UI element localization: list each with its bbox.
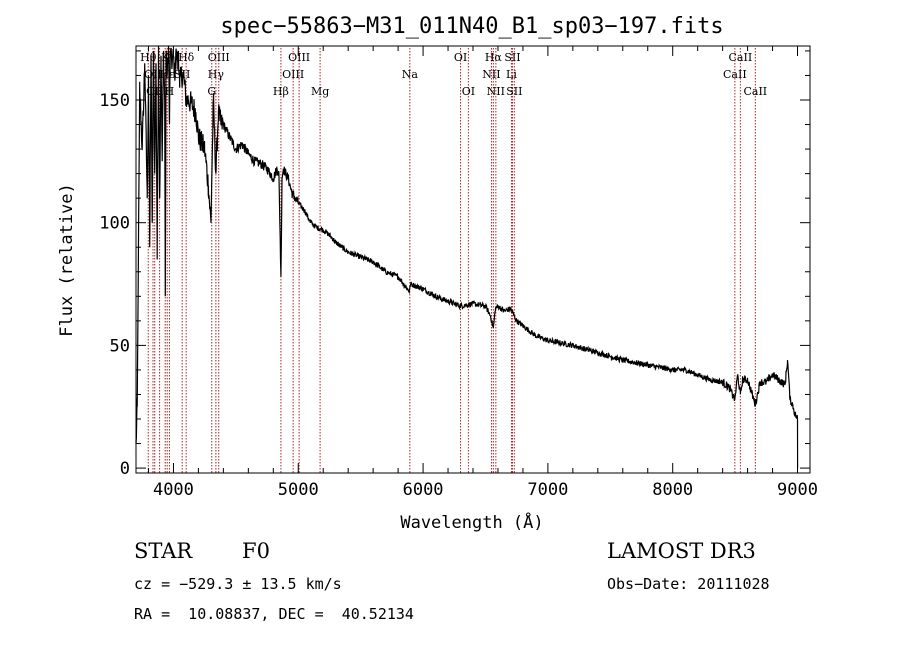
line-marker-label: G: [207, 85, 216, 98]
line-marker-label: Hβ: [273, 85, 289, 98]
y-tick-label: 0: [120, 459, 130, 479]
line-marker-label: OIII: [288, 51, 310, 64]
spectral-subclass: F0: [242, 539, 270, 563]
line-markers: [147, 48, 756, 473]
plot-frame: [135, 45, 811, 474]
line-marker-label: SII: [174, 68, 190, 81]
y-axis-label: Flux (relative): [57, 183, 77, 337]
y-tick-label: 150: [99, 91, 130, 111]
line-marker-label: OI: [462, 85, 475, 98]
chart-title: spec−55863−M31_011N40_B1_sp03−197.fits: [220, 14, 723, 39]
x-tick-label: 9000: [777, 480, 818, 500]
line-marker-label: CaII: [723, 68, 747, 81]
sky-coordinates: RA = 10.08837, DEC = 40.52134: [134, 605, 414, 623]
radial-velocity: cz = −529.3 ± 13.5 km/s: [134, 575, 342, 593]
observation-date: Obs−Date: 20111028: [607, 575, 770, 593]
line-marker-label: NII: [482, 68, 500, 81]
x-tick-label: 6000: [403, 480, 444, 500]
y-axis-ticks: 0 50 100 150: [99, 50, 810, 479]
line-marker-label: OIII: [282, 68, 304, 81]
line-marker-label: Na: [402, 68, 419, 81]
line-marker-label: SII: [506, 85, 522, 98]
line-marker-label: Mg: [311, 85, 329, 98]
x-tick-label: 7000: [527, 480, 568, 500]
line-marker-label: SII: [504, 51, 520, 64]
x-axis-ticks: 4000 5000 6000 7000 8000 9000: [147, 46, 818, 500]
line-marker-label: NII: [487, 85, 505, 98]
line-marker-label: Li: [506, 68, 517, 81]
x-tick-label: 4000: [153, 480, 194, 500]
y-tick-label: 50: [110, 336, 130, 356]
line-marker-label: CaII: [743, 85, 767, 98]
spectrum-line: [135, 45, 799, 469]
x-axis-label: Wavelength (Å): [400, 511, 543, 533]
line-marker-label: OI: [454, 51, 467, 64]
line-marker-label: OIII: [208, 51, 230, 64]
y-tick-label: 100: [99, 214, 130, 234]
line-marker-labels: HθOIICIIKHεHSIIHδGHγOIIIHβOIIIOIIIMgNaOI…: [140, 51, 767, 98]
x-tick-label: 5000: [278, 480, 319, 500]
line-marker-label: CaII: [729, 51, 753, 64]
line-marker-label: Hα: [485, 51, 503, 64]
survey-name: LAMOST DR3: [607, 539, 756, 563]
object-class: STAR: [134, 539, 193, 563]
line-marker-label: Hδ: [178, 51, 195, 64]
line-marker-label: Hθ: [140, 51, 157, 64]
line-marker-label: Hγ: [208, 68, 225, 81]
x-tick-label: 8000: [652, 480, 693, 500]
